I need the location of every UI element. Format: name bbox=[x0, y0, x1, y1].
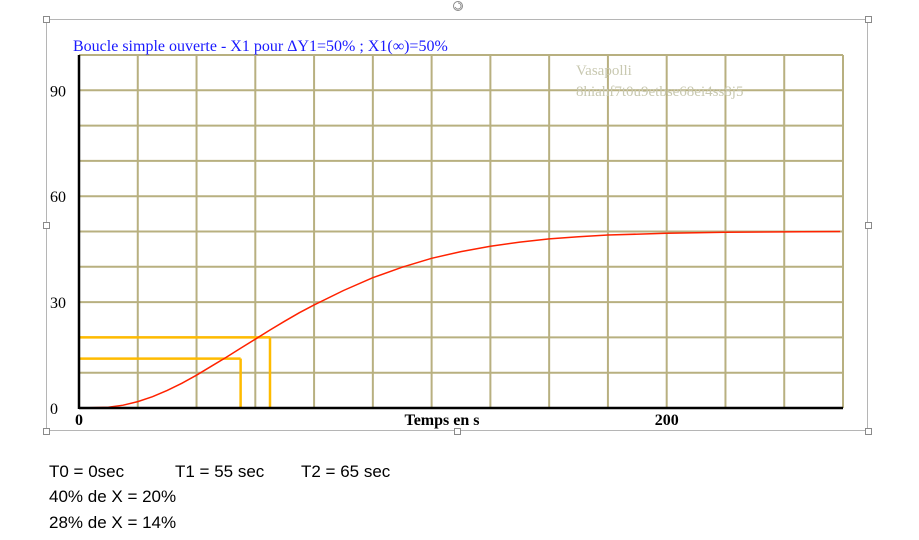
resize-handle-mid-right[interactable] bbox=[865, 222, 872, 229]
x-axis-label: Temps en s bbox=[405, 412, 480, 429]
resize-handle-bottom-left[interactable] bbox=[43, 428, 50, 435]
note-40-percent: 40% de X = 20% bbox=[49, 487, 177, 506]
t0-value: T0 = 0sec bbox=[49, 462, 125, 481]
chart-title: Boucle simple ouverte - X1 pour ΔY1=50% … bbox=[73, 38, 448, 55]
rotate-handle-icon[interactable] bbox=[452, 0, 464, 12]
y-tick-label: 60 bbox=[50, 189, 66, 206]
y-tick-label: 90 bbox=[50, 83, 66, 100]
line-chart: 0 30 60 90 0 200 Boucle simple ouverte - X1 p… bbox=[50, 38, 844, 429]
annotation-lines bbox=[79, 336, 272, 408]
y-tick-label: 0 bbox=[50, 401, 58, 418]
watermark-text: 8hiahf7t0u9etbse68ei4ss8j5 bbox=[576, 84, 743, 100]
resize-handle-top-left[interactable] bbox=[43, 16, 50, 23]
grid bbox=[79, 54, 844, 408]
note-28-percent: 28% de X = 14% bbox=[49, 513, 177, 532]
series-layer bbox=[78, 230, 841, 409]
y-tick-label: 30 bbox=[50, 295, 66, 312]
time-constants: T0 = 0sec T1 = 55 sec T2 = 65 sec bbox=[49, 462, 390, 482]
x-tick-label: 200 bbox=[655, 412, 679, 429]
t1-value: T1 = 55 sec bbox=[175, 462, 265, 481]
x-tick-label: 0 bbox=[75, 412, 83, 429]
t2-value: T2 = 65 sec bbox=[301, 462, 391, 481]
axes bbox=[77, 55, 843, 410]
resize-handle-bottom-right[interactable] bbox=[865, 428, 872, 435]
series-line bbox=[78, 230, 841, 409]
watermark-text: Vasapolli bbox=[576, 63, 632, 79]
resize-handle-top-right[interactable] bbox=[865, 16, 872, 23]
tick-labels: 0 30 60 90 0 200 bbox=[50, 83, 679, 429]
resize-handle-bottom-mid[interactable] bbox=[454, 428, 461, 435]
resize-handle-mid-left[interactable] bbox=[43, 222, 50, 229]
